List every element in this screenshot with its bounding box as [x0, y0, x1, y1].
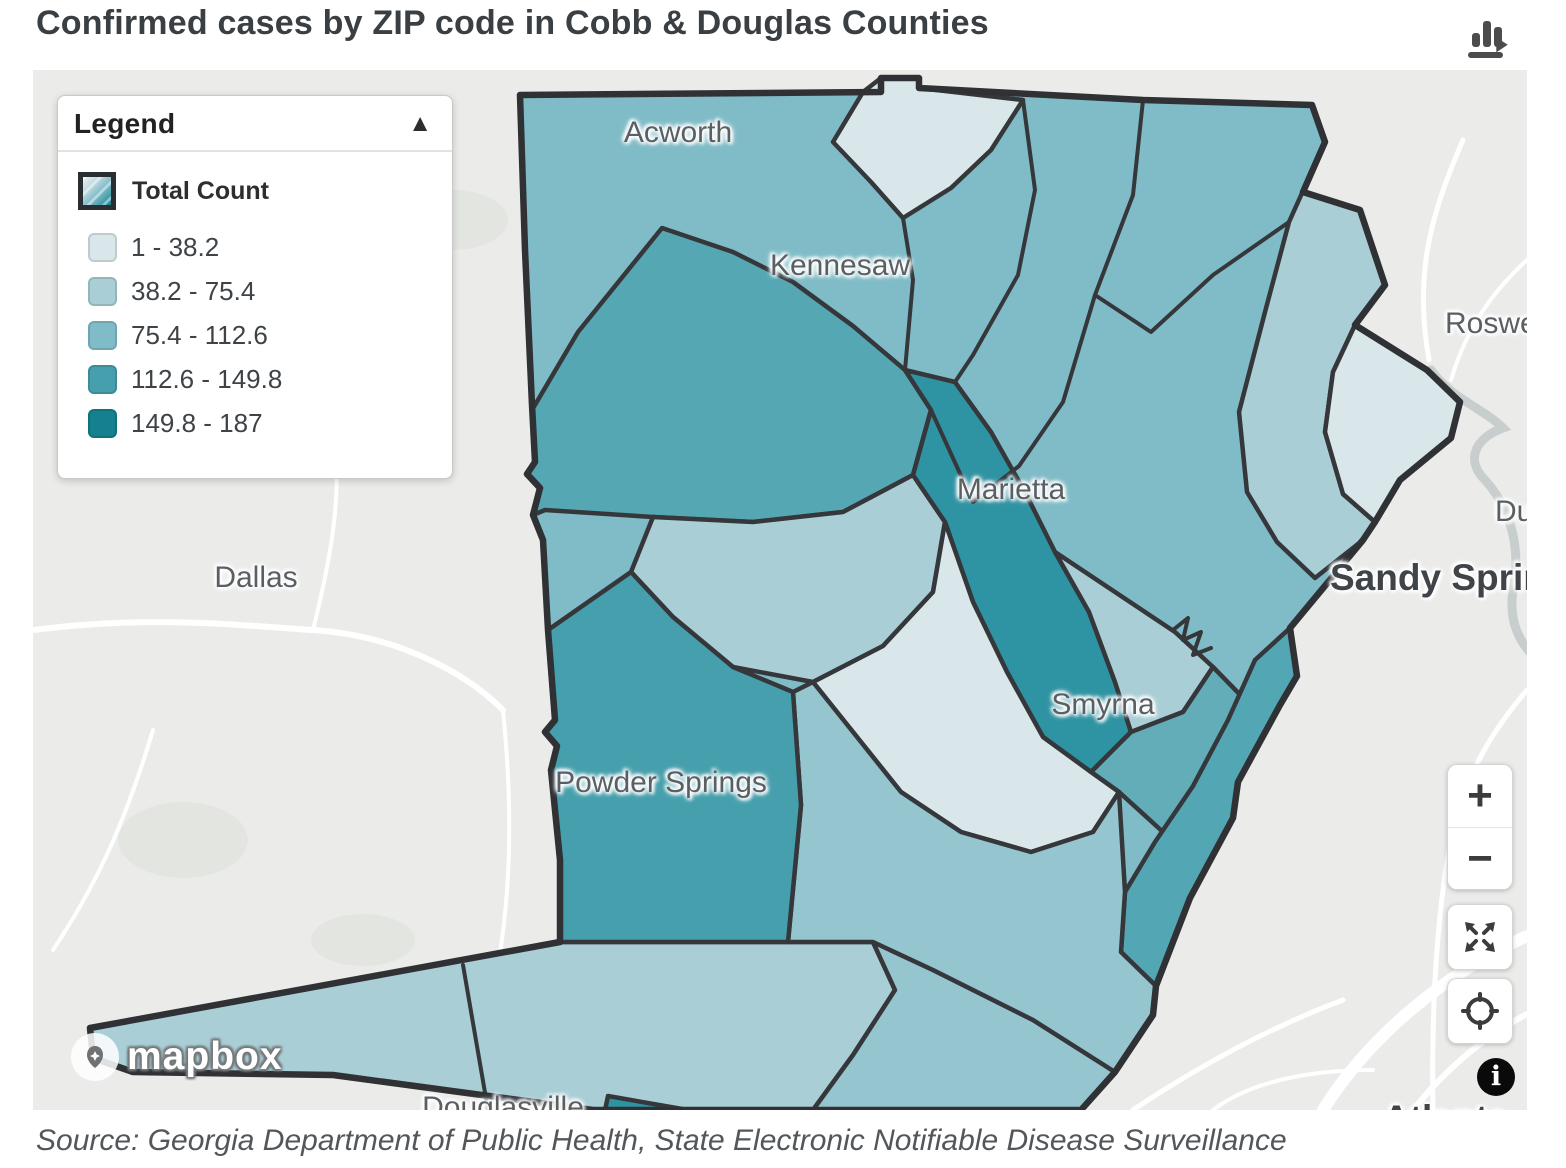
road: [1420, 137, 1466, 363]
city-label-smyrna: Smyrna: [1051, 688, 1155, 721]
legend-swatch: [88, 409, 117, 438]
legend-swatch: [88, 277, 117, 306]
legend-class-label: 112.6 - 149.8: [131, 364, 283, 394]
legend-class-row: 149.8 - 187: [88, 408, 434, 439]
zip-boundary: [1171, 616, 1213, 657]
legend-swatch: [88, 321, 117, 350]
expand-arrows-icon: [1465, 922, 1495, 952]
city-label-atlanta: Atlanta: [1383, 1098, 1508, 1110]
source-citation: Source: Georgia Department of Public Hea…: [36, 1124, 1287, 1157]
zoom-out-button[interactable]: −: [1448, 827, 1512, 889]
fullscreen-button[interactable]: [1448, 905, 1512, 969]
legend-panel: Legend ▲ Total Count 1 - 38.2 38.2 - 75.…: [57, 95, 453, 479]
zoom-in-button[interactable]: +: [1448, 765, 1512, 827]
legend-divider: [58, 150, 452, 152]
zip-boundary: [901, 216, 915, 372]
page-title: Confirmed cases by ZIP code in Cobb & Do…: [36, 4, 989, 42]
county-border: [86, 74, 1464, 1110]
locate-control-group: [1447, 978, 1513, 1044]
crosshair-icon: [1461, 992, 1499, 1030]
bar-chart-toggle-button[interactable]: [1462, 10, 1518, 66]
road: [1211, 1068, 1375, 1110]
zip-boundary: [953, 98, 1037, 384]
city-label-sandy-springs: Sandy Springs: [1330, 557, 1527, 598]
road: [51, 728, 155, 952]
legend-layer-label: Total Count: [132, 176, 269, 205]
zip-region[interactable]: [87, 939, 898, 1110]
park-area: [118, 802, 248, 878]
legend-class-label: 149.8 - 187: [131, 408, 263, 438]
zip-region[interactable]: [602, 1093, 691, 1110]
locate-button[interactable]: [1448, 979, 1512, 1043]
city-label-marietta: Marietta: [956, 473, 1066, 506]
legend-class-row: 112.6 - 149.8: [88, 364, 434, 395]
zip-boundary: [1093, 220, 1291, 334]
zip-boundary: [461, 963, 490, 1110]
legend-layer-row: Total Count: [78, 172, 434, 210]
legend-swatch: [88, 233, 117, 262]
city-label-kennesaw: Kennesaw: [769, 249, 911, 282]
legend-class-row: 38.2 - 75.4: [88, 276, 434, 307]
legend-class-row: 75.4 - 112.6: [88, 320, 434, 351]
zoom-control-group: + −: [1447, 764, 1513, 890]
bar-chart-arrow-icon: [1468, 20, 1508, 58]
park-area: [311, 914, 415, 966]
road: [1130, 997, 1346, 1110]
city-label-douglasville: Douglasville: [422, 1091, 584, 1110]
city-label-roswell: Roswell: [1445, 307, 1527, 340]
map-canvas: [33, 74, 1527, 1110]
choropleth-map[interactable]: Acworth Kennesaw Marietta Smyrna Powder …: [33, 70, 1527, 1110]
legend-class-label: 38.2 - 75.4: [131, 276, 256, 306]
legend-header[interactable]: Legend ▲: [58, 96, 452, 150]
collapse-triangle-icon[interactable]: ▲: [408, 110, 432, 137]
attribution-info-button[interactable]: i: [1477, 1058, 1515, 1096]
mapbox-wordmark: mapbox: [127, 1035, 283, 1078]
legend-body: Total Count 1 - 38.2 38.2 - 75.4 75.4 - …: [58, 152, 452, 478]
road: [33, 619, 506, 713]
mapbox-logo-icon: [71, 1033, 119, 1081]
zip-boundary: [929, 98, 1145, 504]
legend-title: Legend: [74, 108, 176, 139]
legend-class-label: 1 - 38.2: [131, 232, 220, 262]
mapbox-attribution[interactable]: mapbox: [71, 1033, 283, 1081]
city-label-powder-springs: Powder Springs: [555, 766, 767, 799]
legend-class-label: 75.4 - 112.6: [131, 320, 268, 350]
city-label-acworth: Acworth: [623, 116, 733, 149]
city-label-dunwoody: Dunwoody: [1495, 495, 1527, 528]
river: [1426, 365, 1527, 656]
road: [1449, 258, 1527, 382]
city-label-dallas: Dallas: [214, 561, 298, 594]
choropleth-layer-icon: [78, 172, 116, 210]
legend-class-row: 1 - 38.2: [88, 232, 434, 263]
legend-swatch: [88, 365, 117, 394]
fullscreen-control-group: [1447, 904, 1513, 970]
road: [1410, 1011, 1527, 1110]
